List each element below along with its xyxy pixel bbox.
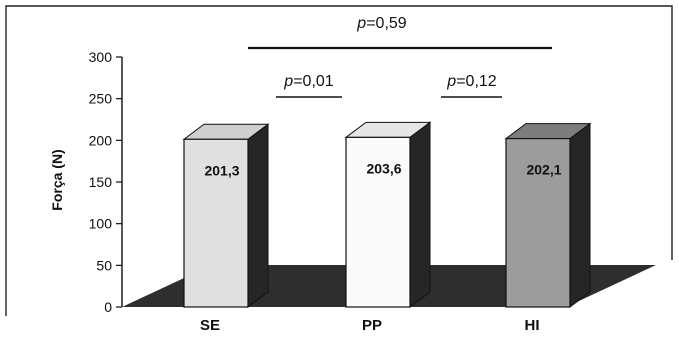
bar-pp: 203,6 <box>344 121 432 308</box>
p-symbol: p <box>283 73 293 90</box>
y-axis: 0 50 100 150 200 250 300 <box>89 49 123 315</box>
bar-se: 201,3 <box>182 123 270 308</box>
bar-front-face <box>505 137 571 308</box>
y-axis-label: Força (N) <box>49 149 65 210</box>
bars: 201,3 203,6 202,1 <box>182 121 592 308</box>
y-tick-label: 300 <box>89 49 113 65</box>
category-label: SE <box>200 317 220 334</box>
comparison-annotation: p=0,12 <box>441 73 502 98</box>
bar-value-label: 203,6 <box>366 160 401 176</box>
p-value-label: p=0,59 <box>356 15 406 32</box>
bar-hi: 202,1 <box>504 122 592 308</box>
comparison-annotation: p=0,59 <box>248 15 552 50</box>
category-label: HI <box>525 317 540 334</box>
bar-side-face <box>409 121 431 308</box>
p-value-label: p=0,01 <box>283 73 333 90</box>
p-value-label: p=0,12 <box>446 73 496 90</box>
bar-value-label: 202,1 <box>526 162 561 178</box>
p-value: =0,59 <box>366 15 407 32</box>
chart-frame <box>5 5 673 316</box>
category-label: PP <box>362 317 382 334</box>
y-tick-label: 150 <box>89 174 113 190</box>
y-tick-label: 200 <box>89 132 113 148</box>
comparison-annotation: p=0,01 <box>276 73 342 98</box>
bar-front-face <box>345 136 411 308</box>
p-symbol: p <box>356 15 366 32</box>
y-tick-label: 250 <box>89 91 113 107</box>
y-tick-label: 100 <box>89 216 113 232</box>
category-labels: SE PP HI <box>200 317 540 334</box>
p-symbol: p <box>446 73 456 90</box>
p-value: =0,01 <box>293 73 334 90</box>
y-tick-label: 50 <box>96 257 112 273</box>
bar-side-face <box>247 123 269 308</box>
p-value: =0,12 <box>456 73 497 90</box>
significance-annotations: p=0,59p=0,01 p=0,12 <box>248 15 552 98</box>
bar-side-face <box>569 122 591 308</box>
bar-front-face <box>183 138 249 308</box>
bar-value-label: 201,3 <box>204 162 239 178</box>
y-tick-label: 0 <box>104 299 112 315</box>
